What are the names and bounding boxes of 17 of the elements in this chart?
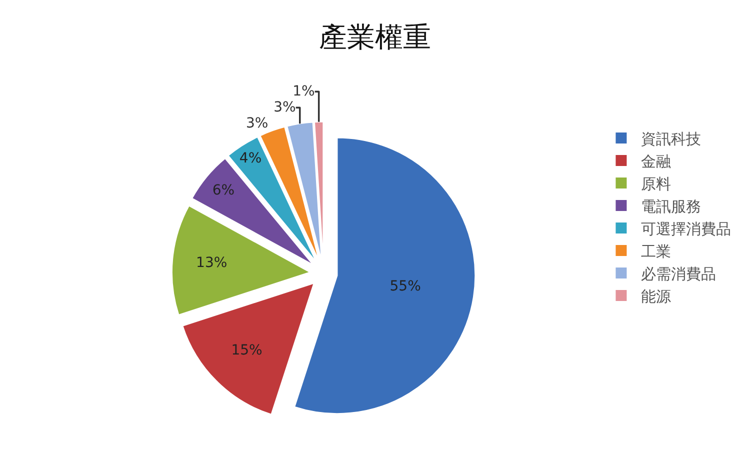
legend-label: 金融 xyxy=(641,152,672,170)
legend-label: 必需消費品 xyxy=(641,264,716,283)
chart-title: 產業權重 xyxy=(319,20,431,54)
data-label: 3% xyxy=(246,116,268,132)
legend-label: 可選擇消費品 xyxy=(641,220,732,238)
data-label: 4% xyxy=(239,150,262,166)
legend-label: 資訊科技 xyxy=(641,130,702,148)
data-label: 13% xyxy=(196,254,228,271)
legend-label: 原料 xyxy=(641,174,672,193)
legend-label: 工業 xyxy=(641,242,672,260)
data-label: 3% xyxy=(274,100,296,116)
data-label: 15% xyxy=(231,342,262,358)
data-label: 1% xyxy=(292,84,315,100)
legend-label: 能源 xyxy=(641,287,672,306)
legend-label: 電訊服務 xyxy=(641,197,702,216)
data-label: 55% xyxy=(390,278,421,294)
data-label: 6% xyxy=(212,182,235,199)
